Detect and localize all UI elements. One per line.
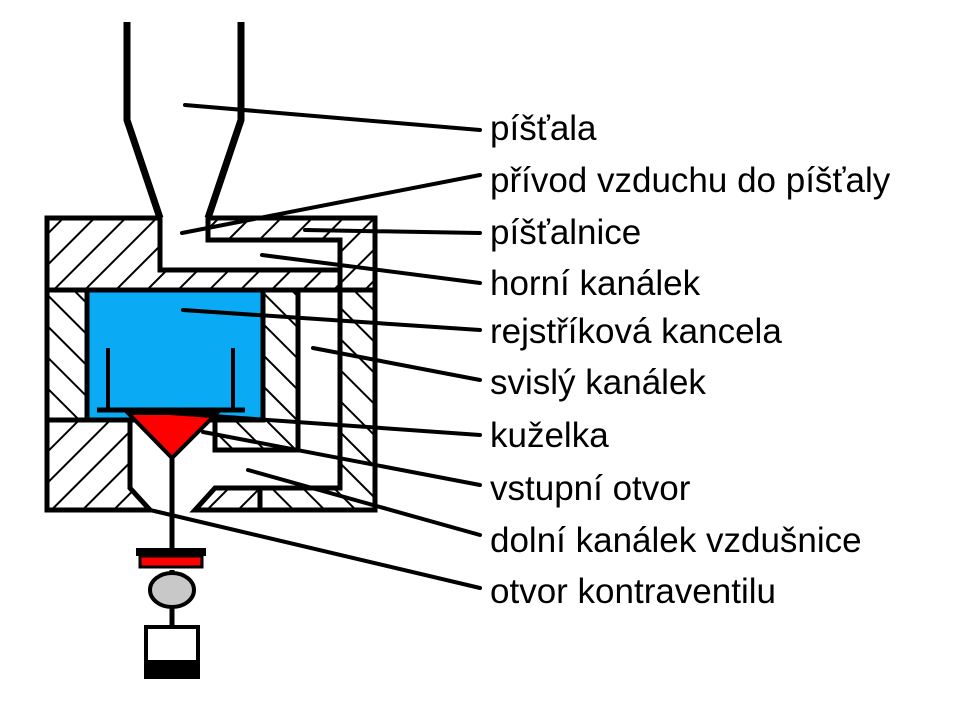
leader-horni-kanalek: [260, 253, 482, 285]
leader-svisly: [311, 346, 482, 382]
label-dolni: dolní kanálek vzdušnice: [490, 521, 862, 560]
leader-pistalnice: [303, 228, 482, 235]
bottom-middle-block: [189, 485, 263, 513]
bottom-left-block: [44, 417, 156, 513]
contravalve-seal: [138, 554, 204, 569]
leader-kuzelka: [168, 411, 482, 437]
label-svisly: svislý kanálek: [490, 363, 706, 402]
leader-pistala: [183, 103, 482, 132]
leader-vstupni: [201, 430, 482, 487]
leader-privod: [180, 173, 482, 235]
label-pistala: píšťala: [490, 109, 597, 148]
kancela-chamber: [84, 287, 266, 423]
label-kontraventil: otvor kontraventilu: [490, 572, 776, 611]
pipe-right-wall: [204, 22, 245, 220]
kuzelka-cone: [123, 411, 222, 461]
label-vstupni: vstupní otvor: [490, 469, 691, 508]
leader-dolni: [246, 468, 482, 537]
label-horni-kanalek: horní kanálek: [490, 264, 701, 303]
contravalve-ball: [148, 571, 196, 609]
label-pistalnice: píšťalnice: [490, 213, 641, 252]
label-privod: přívod vzduchu do píšťaly: [490, 161, 891, 200]
leader-kontraventil: [148, 508, 482, 590]
label-rejstrikova: rejstříková kancela: [490, 312, 782, 351]
leader-rejstrikova: [181, 308, 482, 332]
pipe-left-wall: [123, 22, 164, 220]
weight-fill: [146, 660, 198, 677]
leader-lines: [148, 103, 482, 590]
labels: píšťala přívod vzduchu do píšťaly píšťal…: [490, 109, 891, 611]
pipe: [123, 22, 245, 220]
hatched-body: [44, 215, 378, 513]
contravalve-plate-top: [136, 548, 206, 556]
label-kuzelka: kuželka: [490, 416, 609, 455]
left-upper-wall: [44, 287, 90, 423]
